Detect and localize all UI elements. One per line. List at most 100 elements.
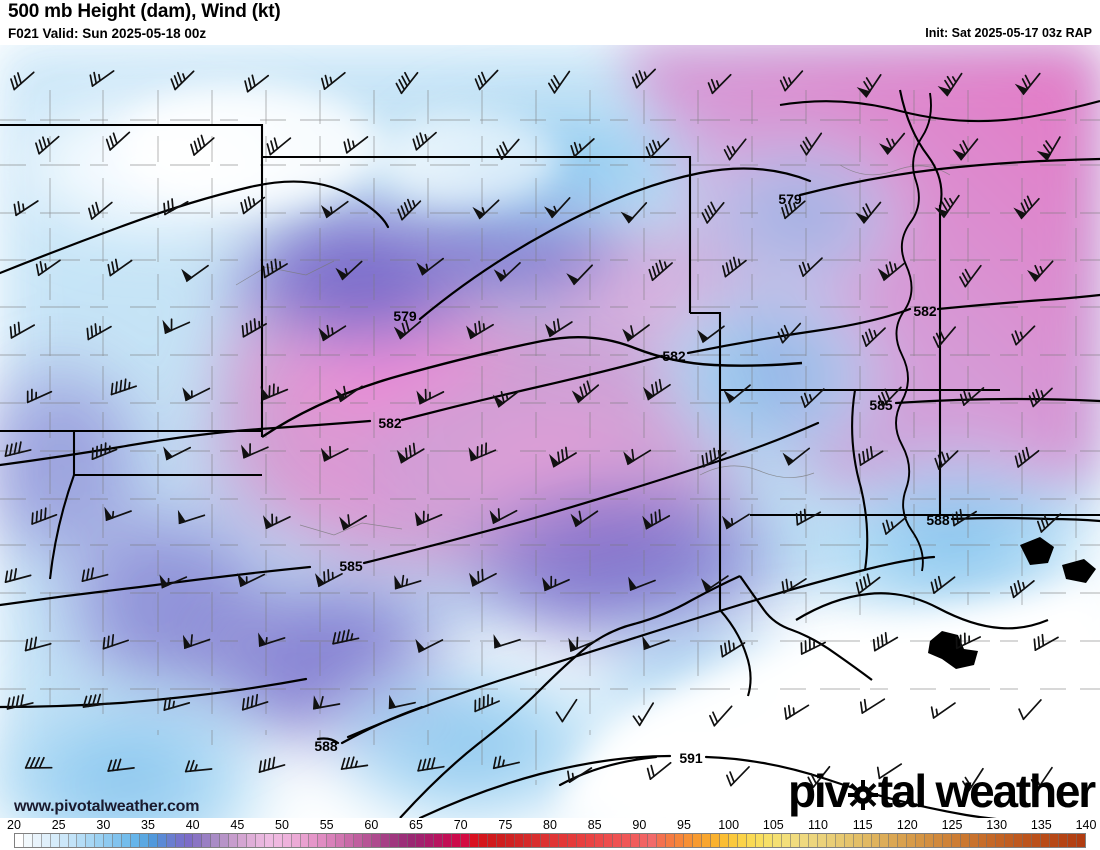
wind-barb xyxy=(962,767,984,792)
wind-barb xyxy=(416,388,445,405)
wind-barb xyxy=(720,640,746,658)
wind-barb xyxy=(107,258,133,277)
wind-barb xyxy=(877,386,902,408)
colorbar-swatch xyxy=(291,834,301,847)
wind-barb xyxy=(1036,136,1061,161)
colorbar-swatch xyxy=(773,834,783,847)
wind-barb xyxy=(397,198,422,221)
svg-text:588: 588 xyxy=(314,738,338,754)
colorbar-swatch xyxy=(621,834,631,847)
colorbar-swatch xyxy=(916,834,926,847)
colorbar[interactable]: 20 25 30 35 40 45 50 55 60 65 70 75 80 85 90 95 100 105 11… xyxy=(0,818,1100,850)
colorbar-swatch xyxy=(523,834,533,847)
wind-barb xyxy=(415,638,444,653)
wind-barb xyxy=(859,698,886,714)
colorbar-swatch xyxy=(95,834,105,847)
colorbar-swatch xyxy=(336,834,346,847)
colorbar-swatch xyxy=(1041,834,1050,847)
wind-barb xyxy=(623,448,652,466)
colorbar-swatch xyxy=(86,834,96,847)
wind-barb xyxy=(1014,446,1040,468)
colorbar-swatch xyxy=(434,834,444,847)
wind-barb xyxy=(861,327,886,347)
colorbar-swatch xyxy=(710,834,720,847)
colorbar-swatch xyxy=(122,834,131,847)
colorbar-swatch xyxy=(907,834,917,847)
colorbar-tick-label: 140 xyxy=(1075,818,1097,832)
wind-barb xyxy=(642,635,670,651)
wind-barb xyxy=(159,574,188,589)
wind-barb xyxy=(262,258,288,279)
colorbar-swatch xyxy=(541,834,551,847)
wind-barb xyxy=(395,71,419,95)
wind-barb xyxy=(800,388,825,408)
colorbar-tick-label: 50 xyxy=(275,818,289,832)
colorbar-swatch xyxy=(1049,834,1059,847)
wind-barb xyxy=(493,262,521,282)
pivotal-weather-logo: piv tal weather xyxy=(788,768,1096,814)
colorbar-swatch xyxy=(264,834,274,847)
colorbar-swatch xyxy=(701,834,711,847)
wind-barb xyxy=(163,697,191,711)
colorbar-swatch xyxy=(755,834,765,847)
wind-barb xyxy=(266,137,292,156)
wind-barb xyxy=(320,445,349,462)
wind-barb xyxy=(631,68,656,89)
wind-barb xyxy=(105,131,131,151)
colorbar-tick-label: 100 xyxy=(718,818,740,832)
wind-barb xyxy=(571,380,600,404)
coastline xyxy=(399,574,1049,818)
colorbar-swatch xyxy=(594,834,604,847)
wind-barb xyxy=(496,138,520,161)
wind-barb xyxy=(86,323,112,341)
page-title: 500 mb Height (dam), Wind (kt) xyxy=(8,1,281,22)
wind-barb xyxy=(959,264,982,288)
wind-barb xyxy=(24,756,53,769)
wind-barb xyxy=(781,578,807,594)
wind-barb xyxy=(1033,633,1059,652)
wind-barb xyxy=(388,694,416,710)
wind-barb xyxy=(332,629,360,645)
svg-text:591: 591 xyxy=(679,750,703,766)
wind-barb xyxy=(412,131,437,151)
wind-barb xyxy=(722,513,750,530)
colorbar-swatch xyxy=(202,834,212,847)
wind-barb xyxy=(320,200,349,219)
map-canvas[interactable]: 579 579 582 582 582 585 585 588 588 591 xyxy=(0,45,1100,818)
colorbar-swatch xyxy=(496,834,506,847)
wind-barb xyxy=(244,74,270,93)
wind-barb xyxy=(474,69,499,91)
wind-barb xyxy=(91,442,118,461)
wind-barb xyxy=(646,761,672,780)
colorbar-swatch xyxy=(309,834,319,847)
wind-barb xyxy=(241,693,269,711)
colorbar-swatch xyxy=(728,834,738,847)
colorbar-gradient-strip[interactable] xyxy=(14,833,1086,848)
colorbar-swatch xyxy=(817,834,827,847)
wind-barb xyxy=(723,384,751,404)
colorbar-swatch xyxy=(612,834,622,847)
site-url-watermark: www.pivotalweather.com xyxy=(14,798,200,815)
colorbar-swatch xyxy=(32,834,42,847)
wind-barb xyxy=(697,325,725,344)
colorbar-swatch xyxy=(675,834,685,847)
contour-label: 588 xyxy=(314,738,338,754)
wind-barb xyxy=(700,575,729,592)
wind-barb xyxy=(952,138,979,161)
wind-barb xyxy=(879,132,906,155)
wind-barb xyxy=(13,200,39,217)
wind-barb xyxy=(237,572,266,588)
wind-barb xyxy=(570,510,599,528)
county-borders xyxy=(0,90,1100,785)
wind-barb xyxy=(394,574,422,590)
colorbar-swatch xyxy=(362,834,372,847)
colorbar-tick-label: 80 xyxy=(543,818,557,832)
wind-barb xyxy=(872,631,899,652)
wind-barb xyxy=(548,70,571,94)
wind-barb xyxy=(35,259,61,277)
contour-label: 579 xyxy=(778,191,802,207)
wind-barb xyxy=(723,138,747,161)
colorbar-tick-label: 65 xyxy=(409,818,423,832)
colorbar-swatch xyxy=(603,834,613,847)
svg-text:579: 579 xyxy=(393,308,417,324)
